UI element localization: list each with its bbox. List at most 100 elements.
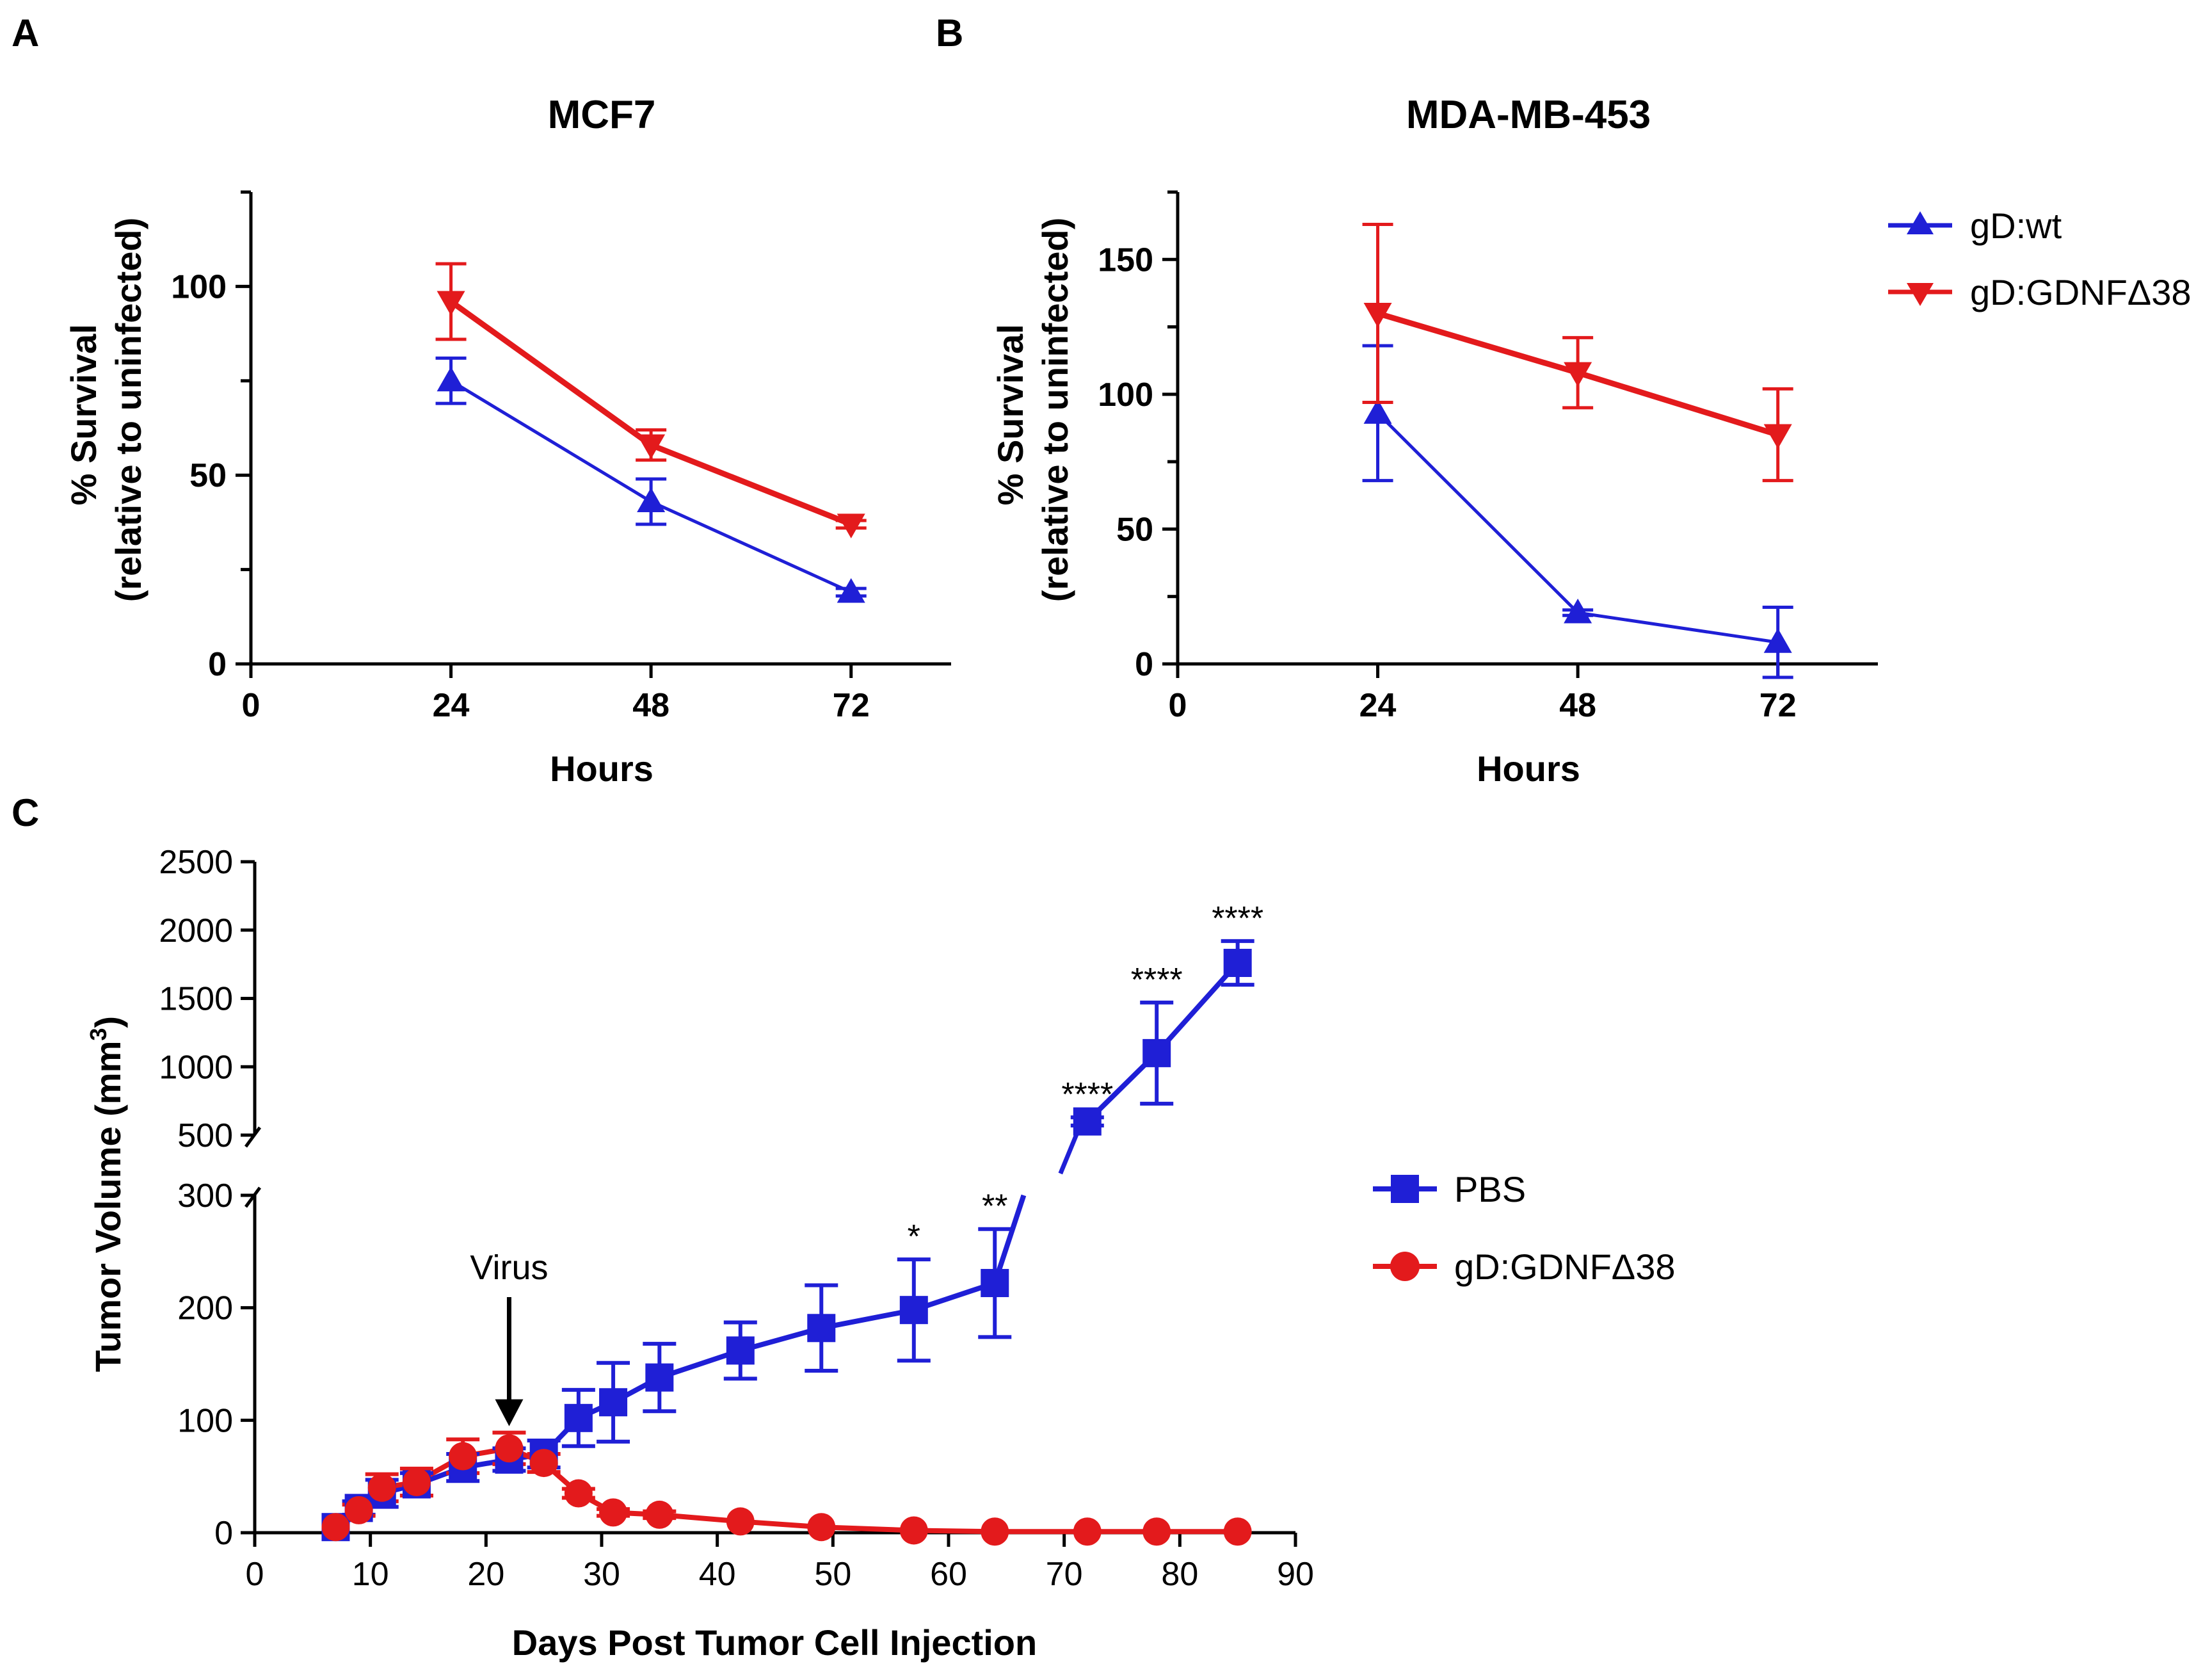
panel-b-ylabel: % Survival (relative to uninfected)	[990, 218, 1075, 602]
panel-c-y-tick-label: 1000	[159, 1049, 233, 1086]
legend-ab-label-gdnf: gD:GDNFΔ38	[1970, 272, 2192, 312]
panel-c-x-tick-label: 50	[814, 1556, 851, 1593]
virus-arrow-head	[495, 1399, 524, 1426]
legend-ab-marker-gdnf	[1907, 283, 1934, 306]
panel-b-ylabel-line2: (relative to uninfected)	[1035, 218, 1075, 602]
panel-c-x-tick-label: 0	[246, 1556, 264, 1593]
gdnf-data-point	[529, 1449, 558, 1478]
panel-b-ylabel-line1: % Survival	[990, 324, 1030, 505]
panel-a-y-tick-label: 0	[208, 646, 227, 683]
panel-a-chart: MCF7 % Survival (relative to uninfected)…	[63, 93, 951, 789]
panel-a-data-point	[437, 291, 465, 316]
panel-c-y-tick-label: 500	[177, 1117, 233, 1154]
panel-b-marks	[1362, 223, 1793, 679]
panel-c-y-tick-label: 200	[177, 1290, 233, 1327]
panel-a-ylabel-line1: % Survival	[63, 324, 104, 505]
panel-b-y-tick-label: 100	[1098, 376, 1153, 414]
panel-c-x-tick-label: 40	[699, 1556, 736, 1593]
gdnf-data-point	[495, 1434, 524, 1463]
pbs-data-point	[599, 1388, 628, 1417]
pbs-data-point	[981, 1269, 1009, 1298]
pbs-data-point	[645, 1363, 674, 1392]
panel-b-x-tick-label: 48	[1559, 687, 1596, 724]
pbs-data-point	[1073, 1107, 1102, 1136]
panel-c-ylabel-end: )	[88, 1016, 128, 1028]
panel-a-data-point	[837, 513, 865, 538]
gdnf-data-point	[1223, 1517, 1252, 1546]
panel-c-chart: Tumor Volume (mm3) Days Post Tumor Cell …	[85, 844, 1314, 1663]
legend-ab-marker-wt	[1907, 211, 1934, 234]
gdnf-data-point	[344, 1496, 373, 1524]
significance-marker: ****	[1061, 1076, 1113, 1113]
virus-annotation: Virus	[470, 1248, 548, 1426]
legend-ab-label-wt: gD:wt	[1970, 206, 2062, 246]
gdnf-data-point	[1073, 1517, 1102, 1546]
gdnf-data-point	[645, 1500, 674, 1529]
pbs-data-point	[899, 1296, 928, 1325]
panel-c-y-tick-label: 2500	[159, 844, 233, 881]
gdnf-data-point	[449, 1442, 477, 1471]
virus-label: Virus	[470, 1248, 548, 1287]
panel-a-x-tick-label: 72	[833, 687, 870, 724]
legend-c-marker-gdnf	[1390, 1252, 1420, 1281]
gdnf-data-point	[1142, 1517, 1171, 1546]
panel-a-title: MCF7	[548, 93, 656, 137]
panel-c-axes: 0 10 20 30 40 50 60 70 80 90 0 100 200 300 500 1000 1500…	[159, 844, 1314, 1593]
panel-a-axes: 0 24 48 72 0 50 100	[171, 190, 951, 724]
panel-a-data-point	[637, 487, 666, 512]
panel-b-x-tick-label: 24	[1359, 687, 1397, 724]
panel-a-y-tick-label: 100	[171, 268, 227, 305]
panel-c-axis-break-mark	[244, 1186, 262, 1208]
panel-b-chart: MDA-MB-453 % Survival (relative to uninf…	[990, 93, 1878, 789]
panel-b-data-point	[1763, 424, 1792, 449]
gdnf-data-point	[564, 1479, 593, 1508]
panel-b-data-point	[1564, 362, 1592, 387]
gdnf-data-point	[807, 1513, 836, 1542]
panel-b-y-tick-label: 150	[1098, 241, 1153, 278]
panel-c-y-tick-label: 1500	[159, 981, 233, 1018]
panel-c-axis-break-mark	[244, 1126, 262, 1148]
pbs-line-break-mark	[1058, 1129, 1081, 1175]
panel-a-x-tick-label: 24	[433, 687, 470, 724]
gdnf-data-point	[402, 1467, 431, 1496]
legend-c-label-pbs: PBS	[1454, 1169, 1526, 1209]
panel-c-x-tick-label: 20	[467, 1556, 504, 1593]
gdnf-data-point	[726, 1507, 755, 1536]
panel-a-data-point	[637, 434, 666, 460]
legend-c-marker-pbs	[1391, 1175, 1419, 1203]
panel-a-x-tick-label: 48	[632, 687, 669, 724]
panel-b-data-point	[1363, 303, 1392, 328]
panel-c-x-tick-label: 70	[1046, 1556, 1083, 1593]
panel-a-xlabel: Hours	[550, 748, 653, 789]
pbs-data-point	[1223, 948, 1252, 977]
panel-b-y-tick-label: 50	[1116, 511, 1153, 548]
panel-c-ylabel-text: Tumor Volume (mm	[88, 1041, 128, 1373]
significance-marker: ****	[1131, 962, 1183, 999]
gdnf-data-point	[321, 1513, 350, 1542]
significance-marker: *	[908, 1218, 920, 1255]
panel-b-y-tick-label: 0	[1135, 646, 1153, 683]
panel-c-ylabel-sup: 3	[85, 1028, 111, 1041]
pbs-data-point	[564, 1403, 593, 1432]
panel-label-c: C	[12, 791, 39, 834]
panel-a-data-point	[837, 577, 865, 603]
panel-b-data-point	[1564, 598, 1592, 624]
panel-a-data-point	[437, 366, 465, 392]
panel-c-x-tick-label: 80	[1161, 1556, 1198, 1593]
panel-b-data-point	[1763, 628, 1792, 653]
panel-label-b: B	[936, 12, 963, 54]
pbs-data-point	[726, 1336, 755, 1365]
panel-b-xlabel: Hours	[1477, 748, 1580, 789]
panel-a-ylabel-line2: (relative to uninfected)	[108, 218, 148, 602]
panel-c-x-tick-label: 60	[930, 1556, 967, 1593]
legend-ab: gD:wt gD:GDNFΔ38	[1888, 206, 2192, 312]
panel-a-y-tick-label: 50	[189, 457, 227, 494]
panel-c-y-tick-label: 100	[177, 1402, 233, 1439]
significance-marker: **	[982, 1188, 1007, 1225]
gdnf-data-point	[599, 1498, 628, 1527]
panel-c-x-tick-label: 90	[1277, 1556, 1314, 1593]
panel-b-title: MDA-MB-453	[1406, 93, 1651, 137]
panel-c-marks: ***************	[321, 900, 1263, 1546]
panel-label-a: A	[12, 12, 39, 54]
